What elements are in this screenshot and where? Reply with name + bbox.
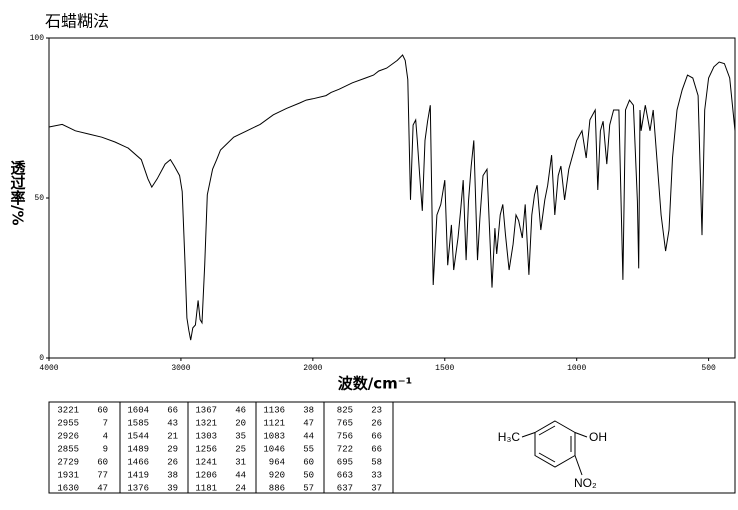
peak-transmittance: 20 <box>235 418 246 428</box>
peak-wavenumber: 1181 <box>195 483 217 493</box>
peak-wavenumber: 756 <box>337 431 353 441</box>
peak-transmittance: 44 <box>235 470 246 480</box>
peak-wavenumber: 2955 <box>57 418 79 428</box>
peak-wavenumber: 1466 <box>127 457 149 467</box>
table-dividers <box>119 402 394 493</box>
peak-wavenumber: 1585 <box>127 418 149 428</box>
peak-transmittance: 47 <box>303 418 314 428</box>
bond <box>521 432 536 438</box>
hydroxyl-label: OH <box>589 430 607 444</box>
methyl-label: H₃C <box>498 430 521 444</box>
peak-transmittance: 60 <box>97 405 108 415</box>
peak-transmittance: 66 <box>371 431 382 441</box>
peak-wavenumber: 1367 <box>195 405 217 415</box>
x-tick-label: 2000 <box>303 364 322 373</box>
peak-transmittance: 55 <box>303 444 314 454</box>
peak-wavenumber: 964 <box>269 457 285 467</box>
peak-transmittance: 38 <box>303 405 314 415</box>
peak-wavenumber: 1206 <box>195 470 217 480</box>
peak-wavenumber: 886 <box>269 483 285 493</box>
x-tick-label: 3000 <box>171 364 190 373</box>
plot-frame <box>48 37 736 359</box>
table-frame <box>48 401 736 494</box>
peak-transmittance: 29 <box>167 444 178 454</box>
peak-transmittance: 25 <box>235 444 246 454</box>
peak-wavenumber: 722 <box>337 444 353 454</box>
y-tick-label: 0 <box>39 354 44 363</box>
peak-transmittance: 66 <box>167 405 178 415</box>
peak-transmittance: 26 <box>371 418 382 428</box>
peak-wavenumber: 1303 <box>195 431 217 441</box>
peak-wavenumber: 1121 <box>263 418 285 428</box>
peak-transmittance: 60 <box>97 457 108 467</box>
y-tick-label: 100 <box>30 34 45 43</box>
peak-transmittance: 66 <box>371 444 382 454</box>
x-axis-label: 波数/cm⁻¹ <box>338 375 413 393</box>
peak-transmittance: 33 <box>371 470 382 480</box>
peak-wavenumber: 1489 <box>127 444 149 454</box>
x-tick-label: 4000 <box>39 364 58 373</box>
peak-transmittance: 50 <box>303 470 314 480</box>
peak-wavenumber: 1241 <box>195 457 217 467</box>
double-bond <box>538 452 556 463</box>
peak-wavenumber: 1376 <box>127 483 149 493</box>
peak-transmittance: 26 <box>167 457 178 467</box>
peak-wavenumber: 695 <box>337 457 353 467</box>
peak-wavenumber: 663 <box>337 470 353 480</box>
molecule <box>521 420 588 476</box>
x-tick-label: 1000 <box>567 364 586 373</box>
benzene-ring <box>534 420 576 468</box>
peak-transmittance: 35 <box>235 431 246 441</box>
y-tick-label: 50 <box>34 194 44 203</box>
peak-wavenumber: 3221 <box>57 405 79 415</box>
peak-wavenumber: 2855 <box>57 444 79 454</box>
peak-transmittance: 37 <box>371 483 382 493</box>
peak-transmittance: 60 <box>303 457 314 467</box>
peak-transmittance: 47 <box>97 483 108 493</box>
peak-transmittance: 43 <box>167 418 178 428</box>
peak-wavenumber: 1630 <box>57 483 79 493</box>
bond <box>574 432 588 438</box>
peak-wavenumber: 765 <box>337 418 353 428</box>
peak-transmittance: 39 <box>167 483 178 493</box>
peak-wavenumber: 1136 <box>263 405 285 415</box>
peak-transmittance: 77 <box>97 470 108 480</box>
peak-transmittance: 57 <box>303 483 314 493</box>
peak-wavenumber: 1604 <box>127 405 149 415</box>
peak-wavenumber: 2729 <box>57 457 79 467</box>
peak-transmittance: 24 <box>235 483 246 493</box>
peak-wavenumber: 637 <box>337 483 353 493</box>
y-axis-label: 透过率/% <box>9 160 27 226</box>
peak-wavenumber: 2926 <box>57 431 79 441</box>
peak-wavenumber: 1419 <box>127 470 149 480</box>
peak-transmittance: 9 <box>103 444 108 454</box>
peak-transmittance: 38 <box>167 470 178 480</box>
peak-transmittance: 21 <box>167 431 178 441</box>
peak-transmittance: 4 <box>103 431 108 441</box>
peak-transmittance: 7 <box>103 418 108 428</box>
double-bond <box>538 425 556 436</box>
x-tick-label: 500 <box>701 364 716 373</box>
peak-wavenumber: 1046 <box>263 444 285 454</box>
peak-transmittance: 23 <box>371 405 382 415</box>
bond <box>574 455 583 476</box>
peak-transmittance: 31 <box>235 457 246 467</box>
x-tick-label: 1500 <box>435 364 454 373</box>
peak-wavenumber: 1256 <box>195 444 217 454</box>
peak-wavenumber: 1321 <box>195 418 217 428</box>
peak-transmittance: 46 <box>235 405 246 415</box>
chart-title: 石蜡糊法 <box>45 12 109 31</box>
spectrum-line <box>48 54 736 341</box>
peak-wavenumber: 1544 <box>127 431 149 441</box>
peak-transmittance: 58 <box>371 457 382 467</box>
peak-wavenumber: 1083 <box>263 431 285 441</box>
peak-wavenumber: 825 <box>337 405 353 415</box>
nitro-label: NO₂ <box>574 476 597 490</box>
peak-wavenumber: 920 <box>269 470 285 480</box>
peak-wavenumber: 1931 <box>57 470 79 480</box>
peak-transmittance: 44 <box>303 431 314 441</box>
